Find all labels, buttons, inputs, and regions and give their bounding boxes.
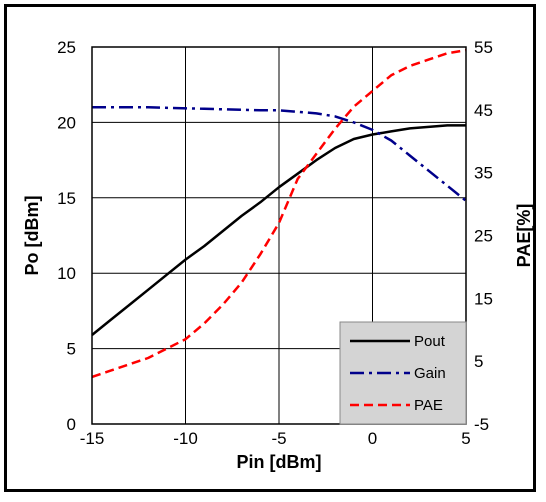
- x-tick-label: -5: [271, 429, 286, 448]
- y-left-tick-label: 0: [67, 415, 76, 434]
- y-right-tick-label: 55: [474, 38, 493, 57]
- series-line-pout: [91, 124, 466, 336]
- y-right-tick-label: 5: [474, 352, 483, 371]
- plot-border: [91, 46, 467, 425]
- y-left-tick-label: 15: [57, 189, 76, 208]
- legend-label-gain: Gain: [414, 365, 446, 382]
- y-left-axis-title: Po [dBm]: [22, 196, 42, 276]
- y-right-tick-label: 15: [474, 289, 493, 308]
- x-tick-label: -10: [173, 429, 198, 448]
- y-right-tick-label: 35: [474, 164, 493, 183]
- legend-label-pae: PAE: [414, 397, 443, 414]
- legend-box: [339, 321, 467, 425]
- x-tick-label: 0: [368, 429, 377, 448]
- series-line-pae: [91, 48, 467, 379]
- x-axis-title: Pin [dBm]: [237, 452, 322, 472]
- series-line-gain: [92, 106, 467, 202]
- legend: Pout Gain PAE: [339, 321, 467, 425]
- y-right-tick-label: -5: [474, 415, 489, 434]
- y-left-tick-labels: 0 5 10 15 20 25: [57, 38, 76, 434]
- series-layer: [91, 48, 467, 379]
- y-right-tick-label: 45: [474, 101, 493, 120]
- x-tick-labels: -15 -10 -5 0 5: [80, 429, 471, 448]
- legend-label-pout: Pout: [414, 333, 446, 350]
- y-right-tick-labels: -5 5 15 25 35 45 55: [474, 38, 493, 434]
- y-left-tick-label: 10: [57, 264, 76, 283]
- y-left-tick-label: 20: [57, 113, 76, 132]
- y-left-tick-label: 5: [67, 340, 76, 359]
- y-right-axis-title: PAE[%]: [514, 204, 534, 268]
- x-tick-label: 5: [461, 429, 470, 448]
- x-tick-label: -15: [80, 429, 105, 448]
- y-left-tick-label: 25: [57, 38, 76, 57]
- y-right-tick-label: 25: [474, 227, 493, 246]
